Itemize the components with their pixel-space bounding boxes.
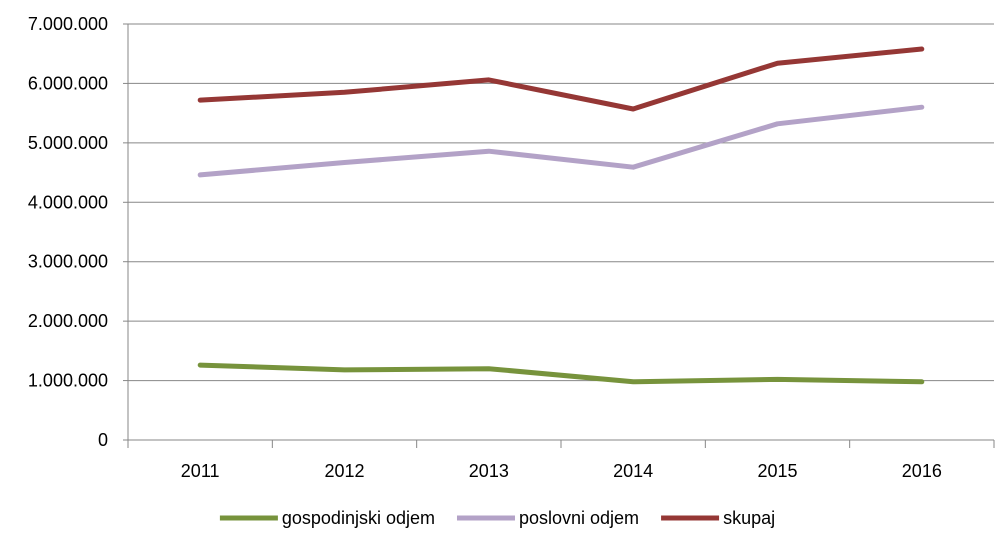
- y-tick-labels: 0 1.000.000 2.000.000 3.000.000 4.000.000 5.0…: [28, 14, 108, 450]
- series-line: [197, 46, 925, 112]
- axes: [123, 23, 995, 448]
- x-tick-label: 2014: [613, 461, 653, 481]
- y-tick-label: 1.000.000: [28, 371, 108, 391]
- x-tick-labels: 2011 2012 2013 2014 2015 2016: [181, 461, 942, 481]
- x-tick-label: 2012: [324, 461, 364, 481]
- gridlines: [128, 23, 994, 382]
- legend-label: skupaj: [723, 508, 775, 528]
- y-tick-label: 7.000.000: [28, 14, 108, 34]
- y-tick-label: 4.000.000: [28, 192, 108, 212]
- legend-label: gospodinjski odjem: [282, 508, 435, 528]
- y-tick-label: 3.000.000: [28, 252, 108, 272]
- y-tick-label: 2.000.000: [28, 311, 108, 331]
- series-line: [197, 104, 925, 178]
- y-tick-label: 5.000.000: [28, 133, 108, 153]
- y-tick-label: 6.000.000: [28, 73, 108, 93]
- series-lines: [197, 46, 925, 385]
- legend: gospodinjski odjem poslovni odjem skupaj: [219, 508, 775, 528]
- x-tick-label: 2015: [757, 461, 797, 481]
- legend-label: poslovni odjem: [519, 508, 639, 528]
- y-tick-label: 0: [98, 430, 108, 450]
- series-line: [197, 362, 925, 385]
- x-tick-label: 2016: [902, 461, 942, 481]
- x-tick-label: 2013: [469, 461, 509, 481]
- x-tick-label: 2011: [181, 461, 220, 481]
